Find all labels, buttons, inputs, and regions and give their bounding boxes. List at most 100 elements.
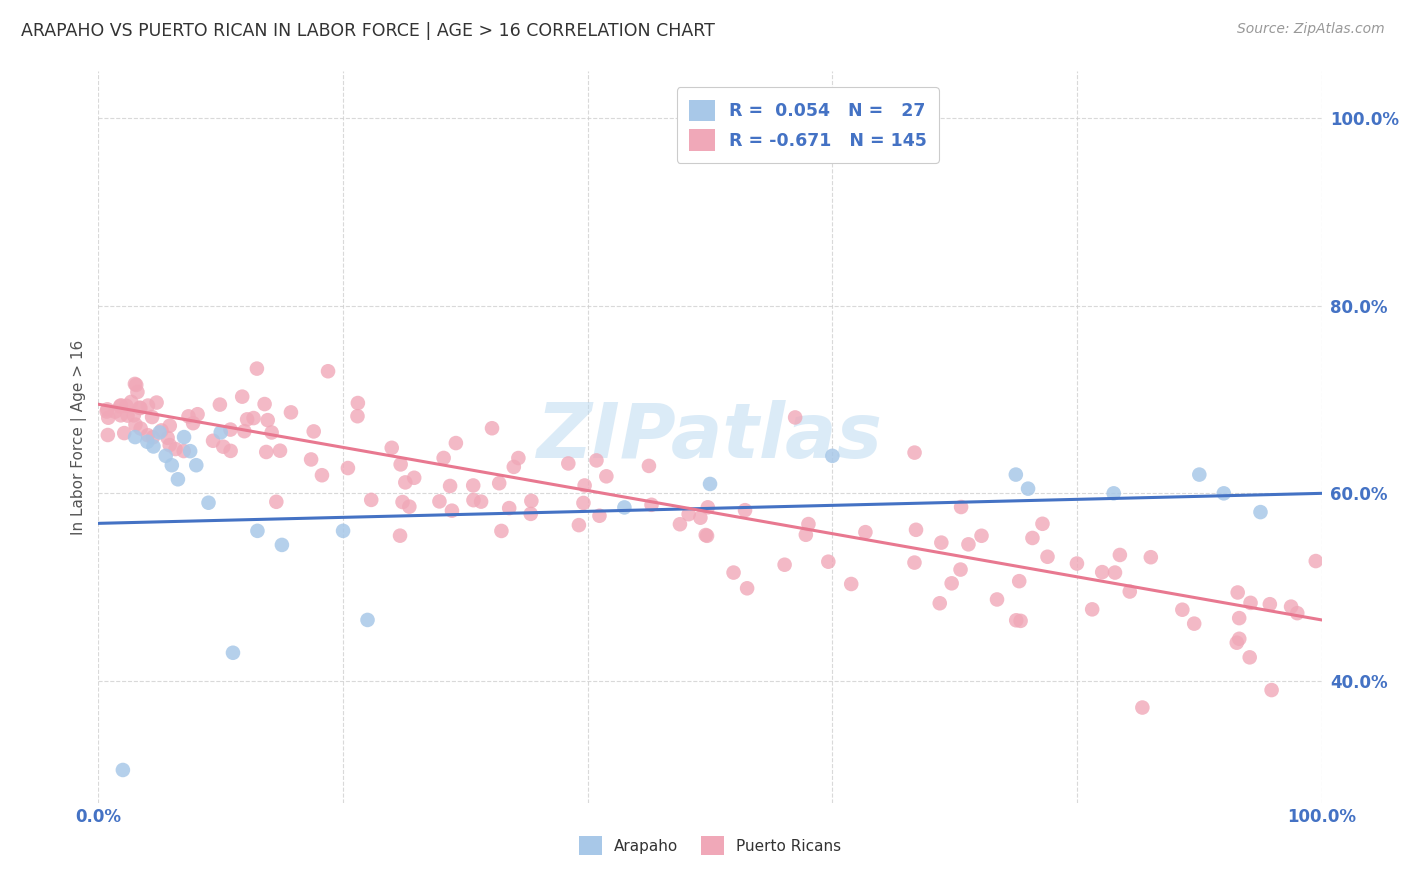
- Point: [96, 402, 118, 417]
- Point: [160, 458, 183, 473]
- Point: [595, 469, 617, 483]
- Point: [1239, 596, 1261, 610]
- Point: [1108, 548, 1130, 562]
- Point: [208, 398, 231, 412]
- Point: [336, 461, 359, 475]
- Point: [588, 508, 610, 523]
- Point: [219, 443, 242, 458]
- Text: Source: ZipAtlas.com: Source: ZipAtlas.com: [1237, 22, 1385, 37]
- Point: [491, 524, 513, 538]
- Point: [585, 453, 607, 467]
- Point: [187, 407, 209, 421]
- Point: [931, 535, 953, 549]
- Point: [1021, 531, 1043, 545]
- Point: [332, 524, 354, 538]
- Point: [463, 493, 485, 508]
- Point: [508, 450, 530, 465]
- Point: [773, 558, 796, 572]
- Text: ZIPatlas: ZIPatlas: [537, 401, 883, 474]
- Point: [167, 472, 190, 486]
- Point: [97, 428, 120, 442]
- Point: [381, 441, 404, 455]
- Point: [1091, 565, 1114, 579]
- Point: [156, 431, 179, 445]
- Point: [256, 413, 278, 427]
- Point: [1010, 614, 1032, 628]
- Point: [165, 442, 187, 456]
- Point: [821, 449, 844, 463]
- Point: [905, 523, 928, 537]
- Point: [173, 430, 195, 444]
- Point: [209, 425, 232, 440]
- Point: [797, 517, 820, 532]
- Point: [260, 425, 283, 440]
- Point: [986, 592, 1008, 607]
- Point: [1212, 486, 1234, 500]
- Point: [246, 524, 269, 538]
- Point: [356, 613, 378, 627]
- Point: [678, 507, 700, 521]
- Point: [1004, 467, 1026, 482]
- Point: [1031, 516, 1053, 531]
- Point: [302, 425, 325, 439]
- Point: [142, 440, 165, 454]
- Point: [903, 445, 925, 459]
- Point: [150, 424, 173, 438]
- Point: [253, 397, 276, 411]
- Point: [269, 443, 291, 458]
- Point: [108, 399, 131, 413]
- Point: [439, 479, 461, 493]
- Point: [855, 525, 877, 540]
- Point: [145, 395, 167, 409]
- Point: [1260, 683, 1282, 698]
- Point: [1286, 606, 1309, 620]
- Point: [557, 457, 579, 471]
- Point: [136, 434, 159, 449]
- Point: [640, 498, 662, 512]
- Point: [233, 424, 256, 438]
- Point: [120, 395, 142, 409]
- Point: [129, 421, 152, 435]
- Point: [219, 423, 242, 437]
- Point: [141, 410, 163, 425]
- Point: [231, 390, 253, 404]
- Point: [1279, 599, 1302, 614]
- Point: [398, 500, 420, 514]
- Point: [1171, 603, 1194, 617]
- Point: [110, 398, 132, 412]
- Point: [186, 458, 208, 473]
- Point: [136, 428, 159, 442]
- Point: [572, 496, 595, 510]
- Point: [734, 503, 756, 517]
- Point: [128, 401, 150, 415]
- Point: [104, 404, 127, 418]
- Point: [177, 409, 200, 424]
- Point: [699, 477, 721, 491]
- Point: [242, 411, 264, 425]
- Point: [520, 494, 543, 508]
- Point: [735, 582, 758, 596]
- Point: [97, 410, 120, 425]
- Point: [613, 500, 636, 515]
- Point: [568, 518, 591, 533]
- Y-axis label: In Labor Force | Age > 16: In Labor Force | Age > 16: [72, 340, 87, 534]
- Point: [112, 426, 135, 441]
- Point: [391, 495, 413, 509]
- Point: [122, 409, 145, 423]
- Point: [1305, 554, 1327, 568]
- Point: [1226, 636, 1249, 650]
- Point: [129, 401, 152, 415]
- Point: [1239, 650, 1261, 665]
- Point: [124, 417, 146, 432]
- Point: [159, 418, 181, 433]
- Point: [519, 507, 541, 521]
- Point: [346, 409, 368, 424]
- Point: [136, 399, 159, 413]
- Point: [957, 537, 980, 551]
- Point: [202, 434, 225, 448]
- Point: [481, 421, 503, 435]
- Point: [1017, 482, 1039, 496]
- Point: [839, 577, 862, 591]
- Point: [1140, 550, 1163, 565]
- Point: [347, 396, 370, 410]
